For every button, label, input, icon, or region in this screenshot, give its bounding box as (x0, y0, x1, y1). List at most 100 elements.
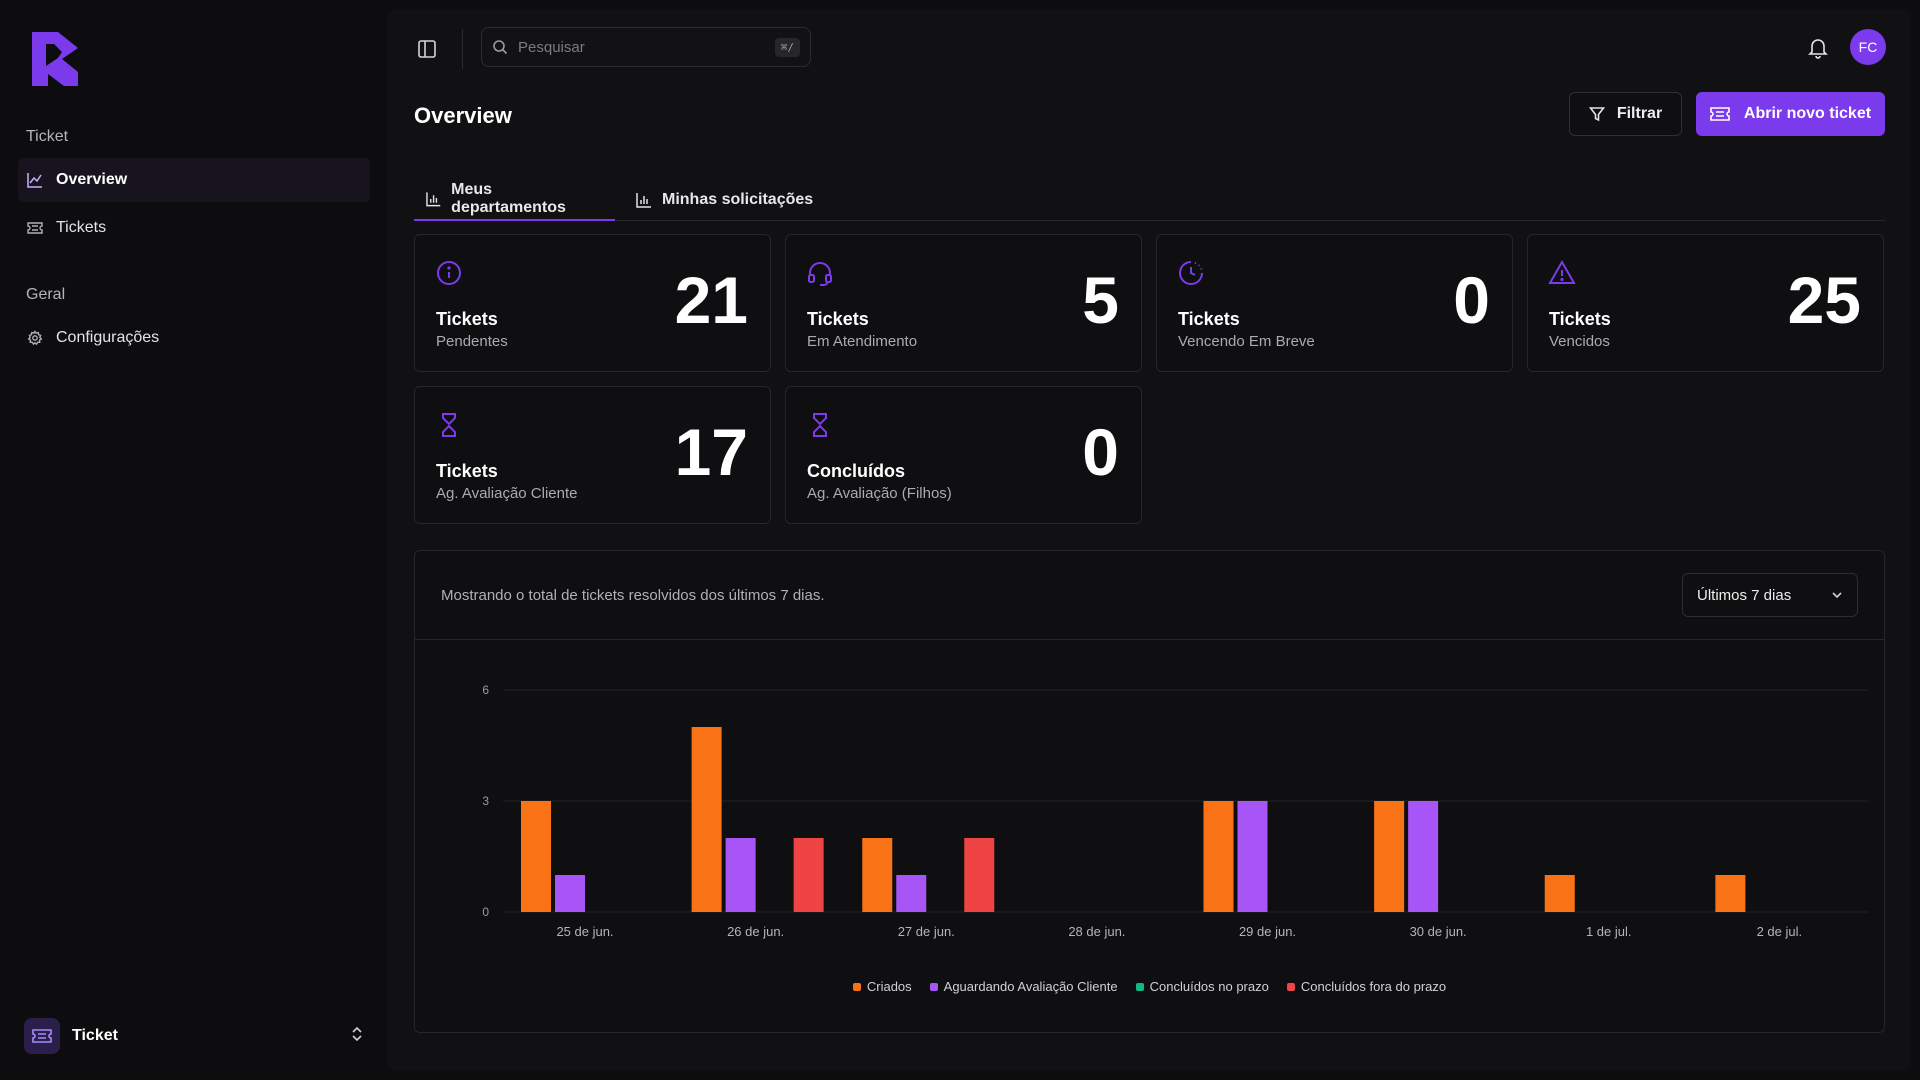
sidebar-section-ticket: Ticket (26, 128, 69, 145)
stat-card-concluidos-filhos: Concluídos Ag. Avaliação (Filhos) 0 (785, 386, 1142, 524)
x-tick-label: 26 de jun. (727, 924, 784, 939)
bar-chart-icon (636, 193, 651, 208)
tab-minhas-solicitacoes[interactable]: Minhas solicitações (624, 179, 825, 221)
legend-item: Concluídos no prazo (1135, 979, 1269, 994)
bar (1374, 801, 1405, 912)
stat-value: 0 (1453, 263, 1490, 337)
sidebar-toggle-icon (418, 40, 436, 58)
sidebar-item-label: Configurações (56, 329, 160, 346)
stat-subtitle: Ag. Avaliação Cliente (436, 485, 578, 502)
chart-legend: Criados Aguardando Avaliação Cliente Concl… (415, 979, 1884, 994)
search-box[interactable]: ⌘/ (481, 27, 811, 67)
clock-pie-icon (1179, 261, 1203, 285)
bar (1715, 875, 1746, 912)
sidebar-section-geral: Geral (26, 286, 66, 303)
line-chart-icon (26, 171, 44, 189)
notifications-button[interactable] (1803, 33, 1833, 63)
stat-title: Tickets (807, 309, 869, 329)
filter-button[interactable]: Filtrar (1569, 92, 1682, 136)
x-tick-label: 30 de jun. (1410, 924, 1467, 939)
avatar[interactable]: FC (1850, 29, 1886, 65)
filter-icon (1588, 107, 1605, 122)
chevron-up-down-icon (350, 1025, 364, 1048)
stat-value: 21 (674, 263, 748, 337)
stat-card-vencendo: Tickets Vencendo Em Breve 0 (1156, 234, 1513, 372)
toolbar-divider (462, 29, 463, 69)
sidebar-item-label: Tickets (56, 219, 107, 236)
legend-label: Aguardando Avaliação Cliente (943, 979, 1118, 994)
bar (1544, 875, 1575, 912)
date-range-value: Últimos 7 dias (1697, 586, 1792, 604)
search-shortcut: ⌘/ (774, 37, 800, 57)
bar (725, 838, 756, 912)
bar (555, 875, 585, 912)
y-tick-label: 0 (482, 905, 489, 919)
bar (896, 875, 927, 912)
legend-swatch (1286, 982, 1295, 991)
search-input[interactable] (518, 38, 765, 56)
stat-subtitle: Ag. Avaliação (Filhos) (807, 485, 952, 502)
sidebar-item-overview[interactable]: Overview (18, 158, 370, 202)
stat-title: Concluídos (807, 461, 905, 481)
ticket-icon (1710, 107, 1730, 121)
stat-value: 0 (1082, 415, 1119, 489)
stat-title: Tickets (1549, 309, 1611, 329)
app-logo (32, 32, 78, 86)
chevron-down-icon (1832, 592, 1842, 599)
tab-meus-departamentos[interactable]: Meus departamentos (414, 179, 615, 221)
bar (862, 838, 893, 912)
legend-swatch (929, 982, 938, 991)
gear-icon (26, 329, 44, 347)
stat-title: Tickets (1178, 309, 1240, 329)
filter-button-label: Filtrar (1616, 105, 1663, 122)
tab-label: Minhas solicitações (662, 191, 814, 208)
legend-label: Criados (866, 979, 912, 994)
stat-value: 25 (1787, 263, 1861, 337)
stat-subtitle: Vencidos (1549, 333, 1610, 350)
sidebar-item-label: Overview (56, 171, 128, 188)
x-tick-label: 25 de jun. (556, 924, 613, 939)
search-icon (493, 40, 508, 55)
warning-triangle-icon (1548, 259, 1576, 284)
date-range-select[interactable]: Últimos 7 dias (1682, 573, 1858, 617)
ticket-icon (26, 219, 44, 237)
tab-label: Meus departamentos (451, 181, 566, 216)
workspace-label: Ticket (72, 1027, 118, 1044)
new-ticket-button-label: Abrir novo ticket (1743, 105, 1872, 122)
sidebar: Ticket Overview Tickets Geral Configuraç… (0, 0, 387, 1080)
legend-item: Criados (852, 979, 912, 994)
chart-description: Mostrando o total de tickets resolvidos … (441, 587, 825, 604)
y-tick-label: 6 (482, 683, 489, 697)
stat-value: 5 (1082, 263, 1119, 337)
workspace-switcher[interactable]: Ticket (24, 1016, 364, 1056)
page-title: Overview (414, 103, 512, 128)
y-tick-label: 3 (482, 794, 489, 808)
sidebar-item-configuracoes[interactable]: Configurações (18, 316, 370, 360)
stat-title: Tickets (436, 309, 498, 329)
bar (1408, 801, 1439, 912)
bar-chart: 0 3 6 25 de jun. 26 de jun. 27 de jun. 28 de j… (482, 683, 1868, 939)
bar (964, 838, 995, 912)
chart-divider (415, 639, 1884, 640)
stat-card-em-atendimento: Tickets Em Atendimento 5 (785, 234, 1142, 372)
x-tick-label: 27 de jun. (898, 924, 955, 939)
stat-card-ag-avaliacao-cliente: Tickets Ag. Avaliação Cliente 17 (414, 386, 771, 524)
legend-swatch (1135, 982, 1144, 991)
x-tick-label: 28 de jun. (1068, 924, 1125, 939)
bar (1203, 801, 1234, 912)
bell-icon (1808, 39, 1828, 59)
stat-value: 17 (674, 415, 748, 489)
bar (793, 838, 824, 912)
sidebar-item-tickets[interactable]: Tickets (18, 206, 370, 250)
new-ticket-button[interactable]: Abrir novo ticket (1696, 92, 1885, 136)
stat-title: Tickets (436, 461, 498, 481)
bar (1237, 801, 1268, 912)
stat-subtitle: Vencendo Em Breve (1178, 333, 1315, 350)
legend-swatch (852, 982, 861, 991)
tabs: Meus departamentos Minhas solicitações (414, 179, 1885, 221)
info-circle-icon (437, 261, 461, 285)
legend-item: Concluídos fora do prazo (1286, 979, 1446, 994)
bar (521, 801, 551, 912)
sidebar-toggle-button[interactable] (413, 35, 441, 63)
chart-panel: Mostrando o total de tickets resolvidos … (414, 550, 1885, 1033)
